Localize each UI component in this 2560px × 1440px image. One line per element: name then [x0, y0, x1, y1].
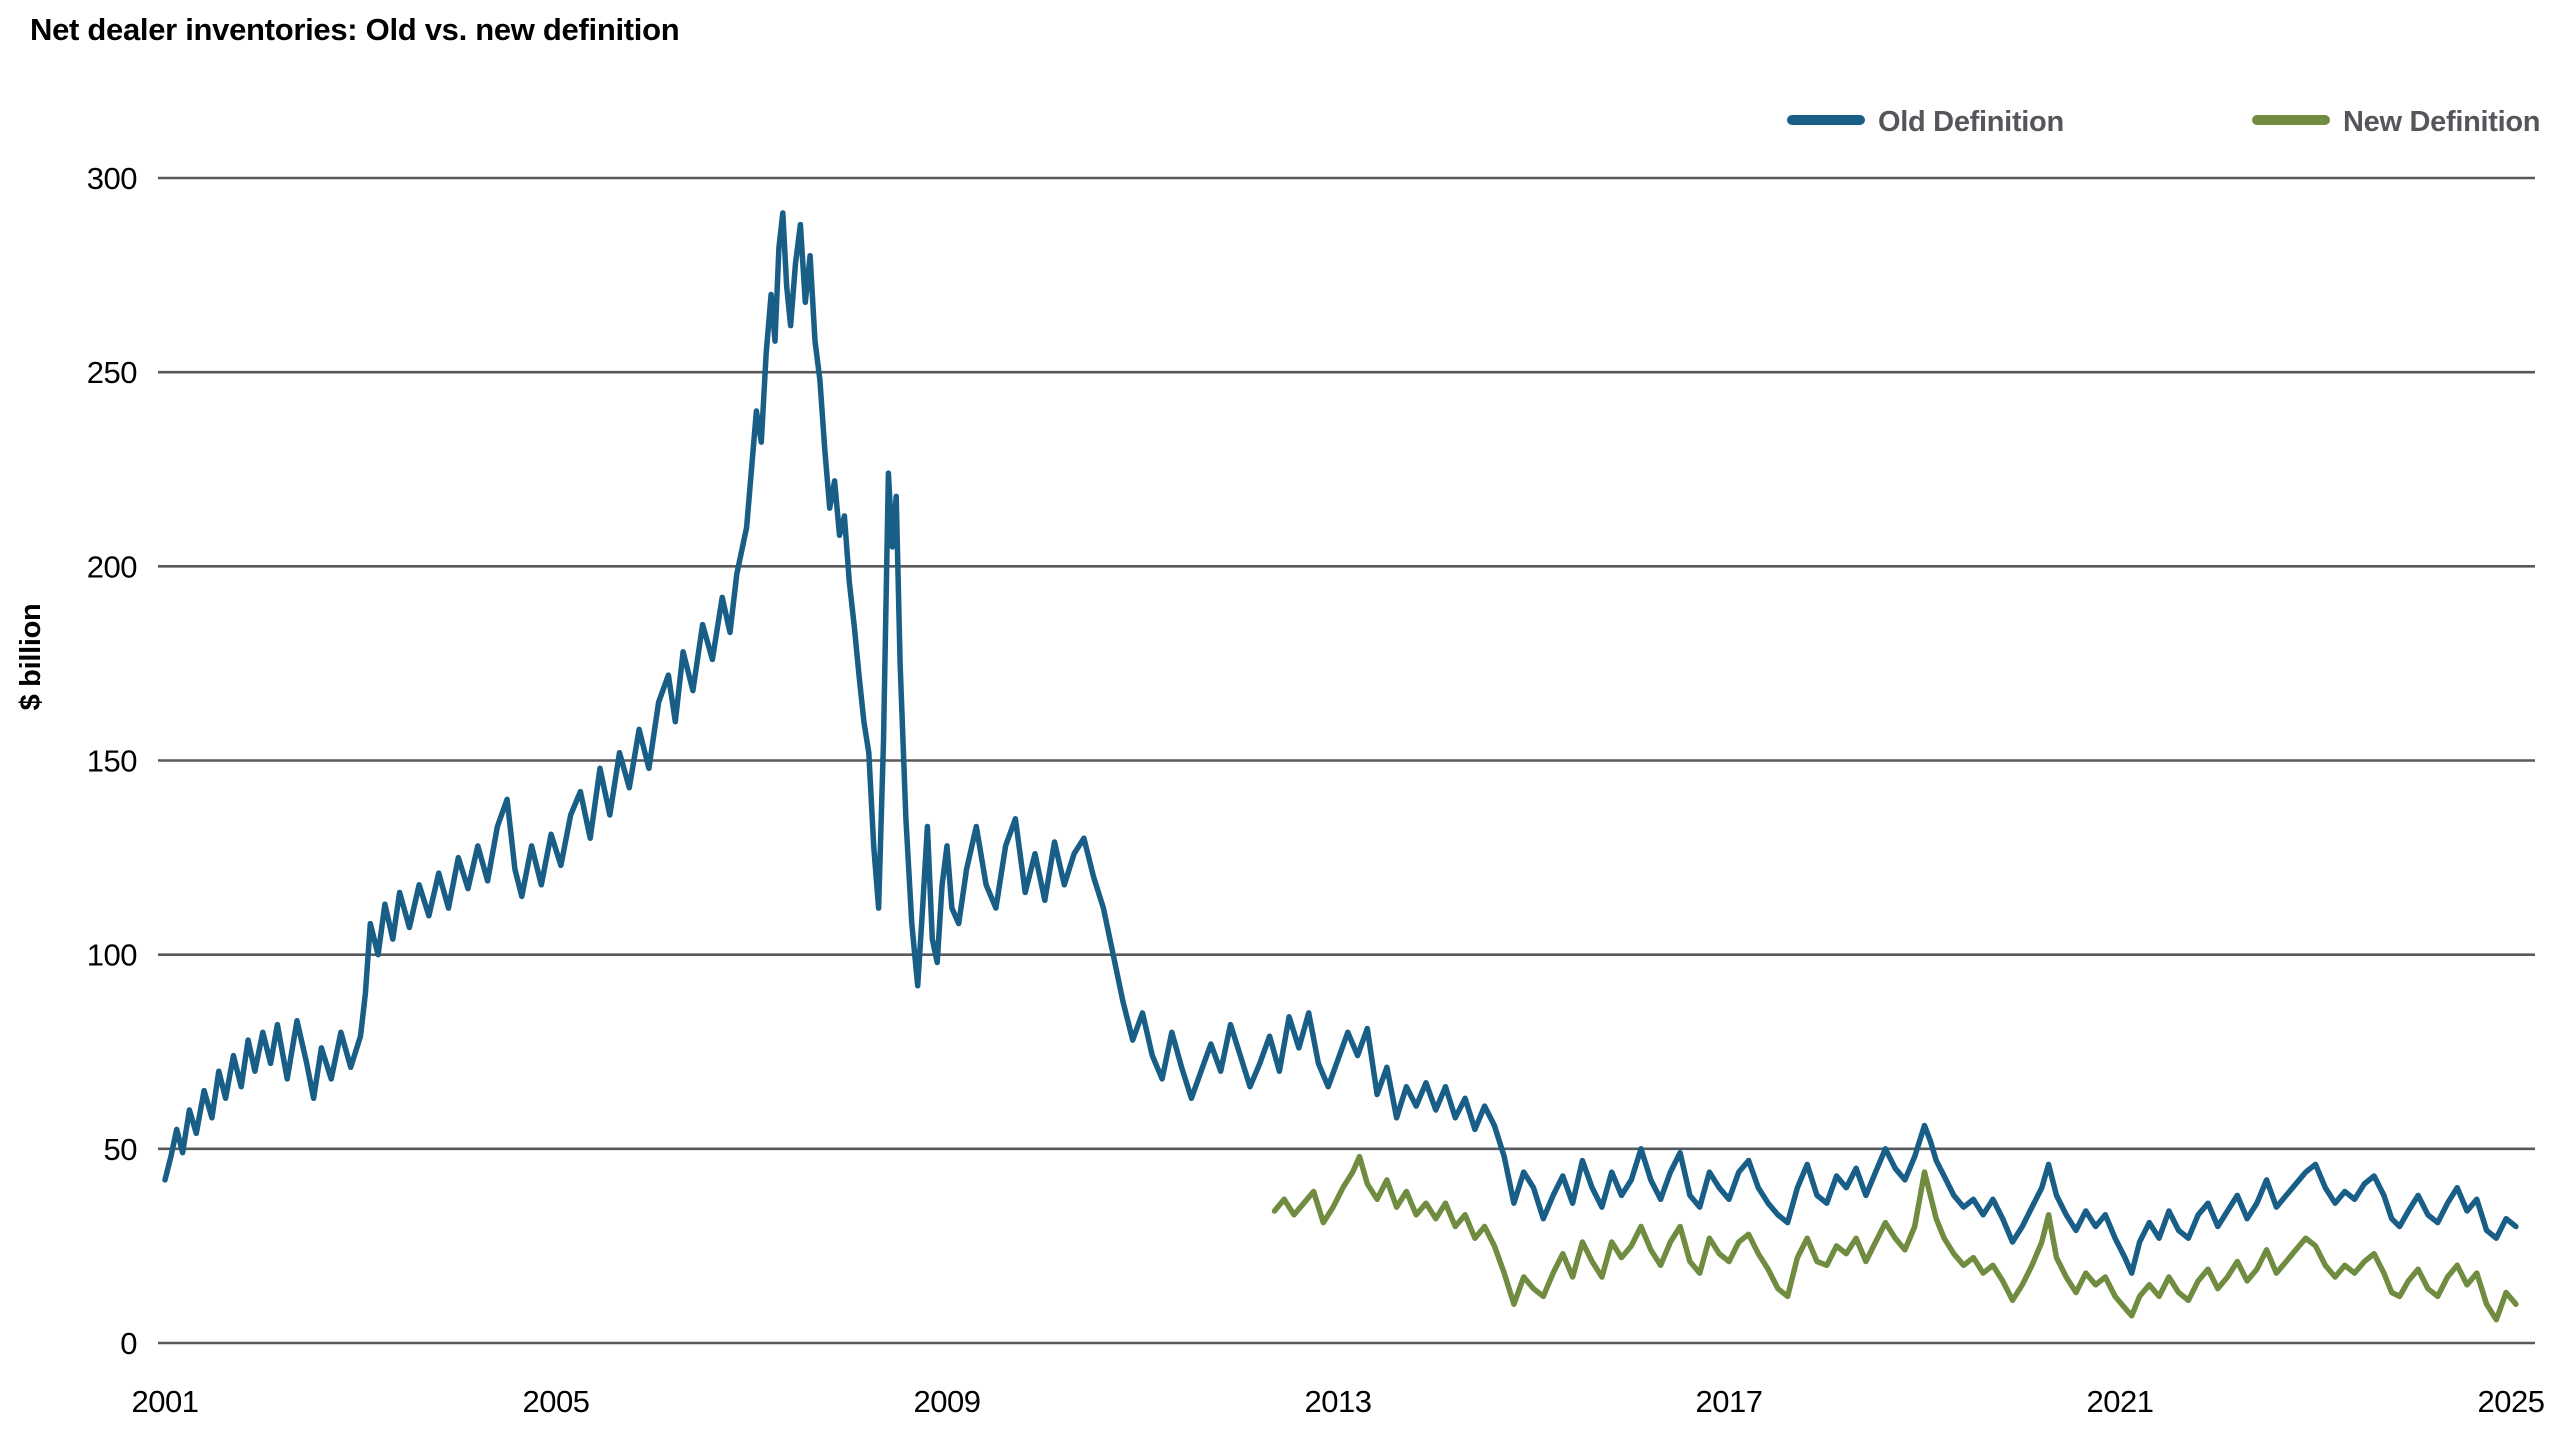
- series-lines: [162, 210, 2519, 1323]
- y-tick-label-250: 250: [87, 355, 137, 390]
- x-tick-label-2021: 2021: [2087, 1384, 2154, 1419]
- y-tick-label-0: 0: [120, 1326, 137, 1361]
- series-line-old-definition: [162, 210, 2519, 1276]
- y-tick-label-200: 200: [87, 549, 137, 584]
- y-tick-label-300: 300: [87, 161, 137, 196]
- x-tick-label-2017: 2017: [1696, 1384, 1763, 1419]
- y-tick-label-50: 50: [104, 1132, 138, 1167]
- legend: Old Definition New Definition: [1787, 106, 2540, 138]
- y-tick-label-150: 150: [87, 744, 137, 779]
- chart-title: Net dealer inventories: Old vs. new defi…: [30, 12, 679, 47]
- x-tick-label-2001: 2001: [132, 1384, 199, 1419]
- series-line-new-definition: [1271, 1153, 2519, 1323]
- x-tick-label-2009: 2009: [914, 1384, 981, 1419]
- y-axis-tick-labels: 0 50 100 150 200 250 300: [87, 161, 138, 1361]
- x-axis-tick-labels: 2001 2005 2009 2013 2017 2021 2025: [132, 1384, 2545, 1419]
- x-tick-label-2013: 2013: [1305, 1384, 1372, 1419]
- y-tick-label-100: 100: [87, 938, 137, 973]
- x-tick-label-2005: 2005: [523, 1384, 590, 1419]
- legend-label-new-definition: New Definition: [2343, 106, 2540, 138]
- gridlines: [158, 176, 2535, 1345]
- legend-label-old-definition: Old Definition: [1878, 106, 2064, 138]
- y-axis-label: $ billion: [15, 604, 47, 711]
- x-tick-label-2025: 2025: [2478, 1384, 2545, 1419]
